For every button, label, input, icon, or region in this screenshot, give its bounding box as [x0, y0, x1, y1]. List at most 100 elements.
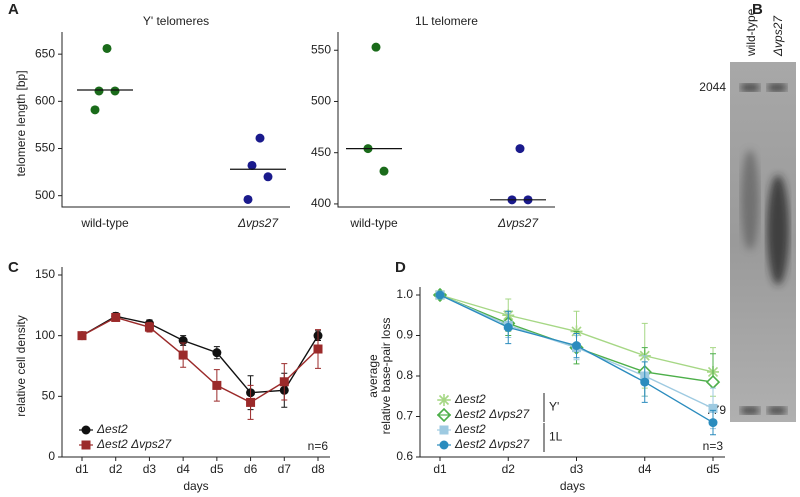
y-axis-label: telomere length [bp] [14, 70, 28, 176]
x-tick-label: Δvps27 [497, 216, 539, 230]
band [768, 407, 786, 414]
x-tick-label: d5 [210, 462, 224, 476]
legend-label: Δest2 [96, 422, 128, 436]
size-marker: 2044 [699, 80, 726, 94]
series [77, 311, 323, 411]
axis [61, 32, 290, 208]
smear [767, 175, 789, 285]
y-tick-label: 500 [35, 188, 55, 202]
band [741, 84, 759, 91]
series [77, 312, 323, 420]
x-axis-label: days [560, 479, 585, 493]
axis [337, 32, 555, 208]
point [212, 348, 222, 358]
series-line [81, 315, 319, 394]
point [246, 397, 256, 407]
y-axis-label: relative base-pair loss [379, 318, 393, 435]
point [255, 133, 265, 143]
y-tick-label: 450 [311, 145, 331, 159]
y-axis-label: relative cell density [14, 315, 28, 416]
chart-title: 1L telomere [415, 14, 478, 28]
legend-label: Δest2 Δvps27 [454, 437, 530, 451]
x-tick-label: d8 [311, 462, 325, 476]
point [178, 350, 188, 360]
annotation: n=3 [703, 439, 724, 453]
legend-group: Y' [549, 400, 559, 414]
band [768, 84, 786, 91]
series [435, 290, 718, 436]
smear [741, 150, 759, 250]
y-axis-label: average [366, 354, 380, 398]
lane-label: wild-type [744, 8, 758, 57]
point [243, 194, 253, 204]
x-tick-label: d3 [143, 462, 157, 476]
point [503, 322, 513, 332]
band [741, 407, 759, 414]
y-tick-label: 600 [35, 93, 55, 107]
y-tick-label: 650 [35, 46, 55, 60]
point [102, 43, 112, 53]
point [705, 374, 721, 390]
y-tick-label: 400 [311, 196, 331, 210]
y-tick-label: 100 [35, 328, 55, 342]
x-tick-label: d1 [433, 462, 447, 476]
x-tick-label: Δvps27 [237, 216, 279, 230]
panel-label: A [8, 1, 19, 18]
point [379, 166, 389, 176]
x-tick-label: d3 [570, 462, 584, 476]
panel-label: C [8, 259, 19, 276]
point [247, 160, 257, 170]
x-axis-label: days [183, 479, 208, 493]
x-tick-label: d5 [706, 462, 720, 476]
point [279, 377, 289, 387]
y-tick-label: 500 [311, 94, 331, 108]
y-tick-label: 550 [35, 141, 55, 155]
point [263, 172, 273, 182]
y-tick-label: 0.9 [396, 328, 413, 342]
x-tick-label: wild-type [349, 216, 398, 230]
point [572, 341, 581, 351]
annotation: n=6 [308, 439, 329, 453]
x-tick-label: d4 [638, 462, 652, 476]
point [111, 312, 121, 322]
point [708, 403, 718, 413]
point [94, 86, 104, 96]
point [640, 377, 650, 387]
legend-label: Δest2 [454, 422, 486, 436]
series-line [81, 316, 319, 404]
point [435, 290, 445, 300]
x-tick-label: d4 [176, 462, 190, 476]
x-tick-label: d1 [75, 462, 89, 476]
panel-label: B [752, 1, 763, 18]
lane-label: Δvps27 [771, 15, 785, 57]
legend-label: Δest2 Δvps27 [96, 437, 172, 451]
point [144, 322, 154, 332]
x-tick-label: d2 [502, 462, 516, 476]
point [110, 86, 120, 96]
point [371, 42, 381, 52]
point [77, 331, 87, 341]
x-tick-label: d6 [244, 462, 258, 476]
x-tick-label: d7 [278, 462, 292, 476]
legend-label: Δest2 Δvps27 [454, 407, 530, 421]
x-tick-label: wild-type [80, 216, 129, 230]
y-tick-label: 150 [35, 267, 55, 281]
y-tick-label: 550 [311, 42, 331, 56]
point [90, 105, 100, 115]
y-tick-label: 0.7 [396, 409, 413, 423]
point [313, 344, 323, 354]
point [708, 418, 718, 428]
y-tick-label: 0.6 [396, 449, 413, 463]
y-tick-label: 50 [42, 389, 56, 403]
y-tick-label: 0.8 [396, 368, 413, 382]
point [515, 144, 525, 154]
gel: wild-type Δvps27 2044 779 [699, 8, 796, 422]
panel-label: D [395, 259, 406, 276]
x-tick-label: d2 [109, 462, 123, 476]
chart-title: Y' telomeres [143, 14, 209, 28]
y-tick-label: 0 [48, 449, 55, 463]
legend-group: 1L [549, 430, 563, 444]
y-tick-label: 1.0 [396, 287, 413, 301]
legend-label: Δest2 [454, 392, 486, 406]
